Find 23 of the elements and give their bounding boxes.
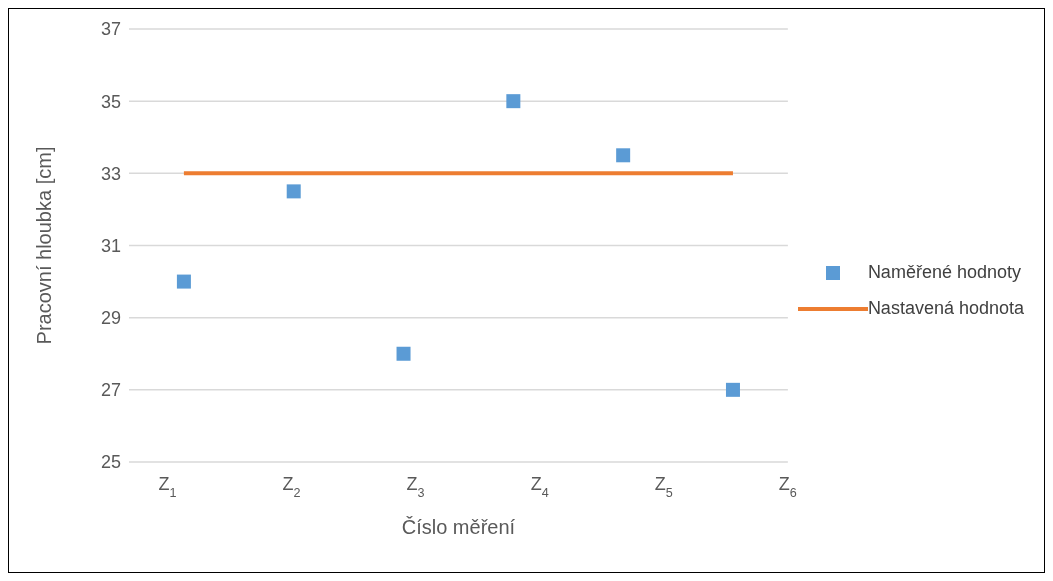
- x-tick-label: Z$_{6}$: [778, 474, 797, 500]
- y-tick-label: 33: [100, 163, 121, 184]
- x-tick-label: Z$_{4}$: [530, 474, 549, 500]
- y-tick-label: 37: [100, 19, 121, 40]
- legend-label: Nastavená hodnota: [867, 298, 1024, 319]
- x-tick-label: Z$_{1}$: [158, 474, 177, 500]
- y-tick-label: 25: [100, 452, 121, 473]
- y-axis-title: Pracovní hloubka [cm]: [33, 146, 56, 345]
- y-tick-label: 27: [100, 380, 121, 401]
- point: [286, 184, 301, 199]
- point: [506, 94, 521, 109]
- point: [396, 346, 411, 361]
- point: [725, 382, 740, 397]
- x-tick-label: Z$_{2}$: [282, 474, 301, 500]
- x-tick-label: Z$_{5}$: [654, 474, 673, 500]
- point: [616, 148, 631, 163]
- legend-label: Naměřené hodnoty: [867, 262, 1021, 283]
- y-tick-label: 35: [100, 91, 121, 112]
- y-tick-label: 31: [100, 235, 121, 256]
- x-axis-title: Číslo měření: [401, 516, 516, 538]
- point: [176, 274, 191, 289]
- x-tick-label: Z$_{3}$: [406, 474, 425, 500]
- y-tick-label: 29: [100, 308, 121, 329]
